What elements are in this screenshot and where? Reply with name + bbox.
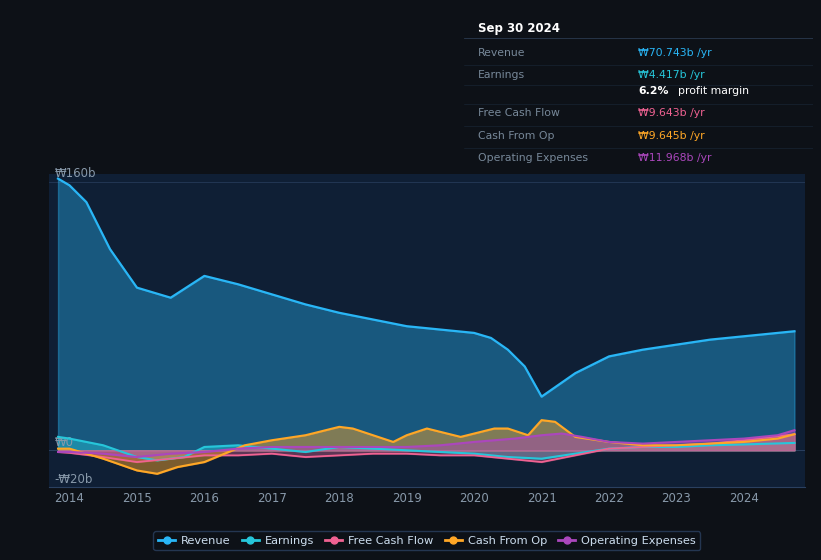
- Text: 6.2%: 6.2%: [639, 86, 669, 96]
- Text: Earnings: Earnings: [478, 70, 525, 80]
- Text: ₩0: ₩0: [55, 436, 74, 449]
- Text: Operating Expenses: Operating Expenses: [478, 153, 588, 163]
- Text: Cash From Op: Cash From Op: [478, 130, 554, 141]
- Text: ₩4.417b /yr: ₩4.417b /yr: [639, 70, 705, 80]
- Text: -₩20b: -₩20b: [55, 473, 93, 486]
- Text: ₩9.645b /yr: ₩9.645b /yr: [639, 130, 705, 141]
- Text: Free Cash Flow: Free Cash Flow: [478, 108, 560, 118]
- Text: ₩160b: ₩160b: [55, 167, 96, 180]
- Text: ₩11.968b /yr: ₩11.968b /yr: [639, 153, 712, 163]
- Legend: Revenue, Earnings, Free Cash Flow, Cash From Op, Operating Expenses: Revenue, Earnings, Free Cash Flow, Cash …: [154, 531, 700, 550]
- Text: profit margin: profit margin: [678, 86, 750, 96]
- Text: ₩9.643b /yr: ₩9.643b /yr: [639, 108, 705, 118]
- Text: Revenue: Revenue: [478, 48, 525, 58]
- Text: Sep 30 2024: Sep 30 2024: [478, 22, 560, 35]
- Text: ₩70.743b /yr: ₩70.743b /yr: [639, 48, 712, 58]
